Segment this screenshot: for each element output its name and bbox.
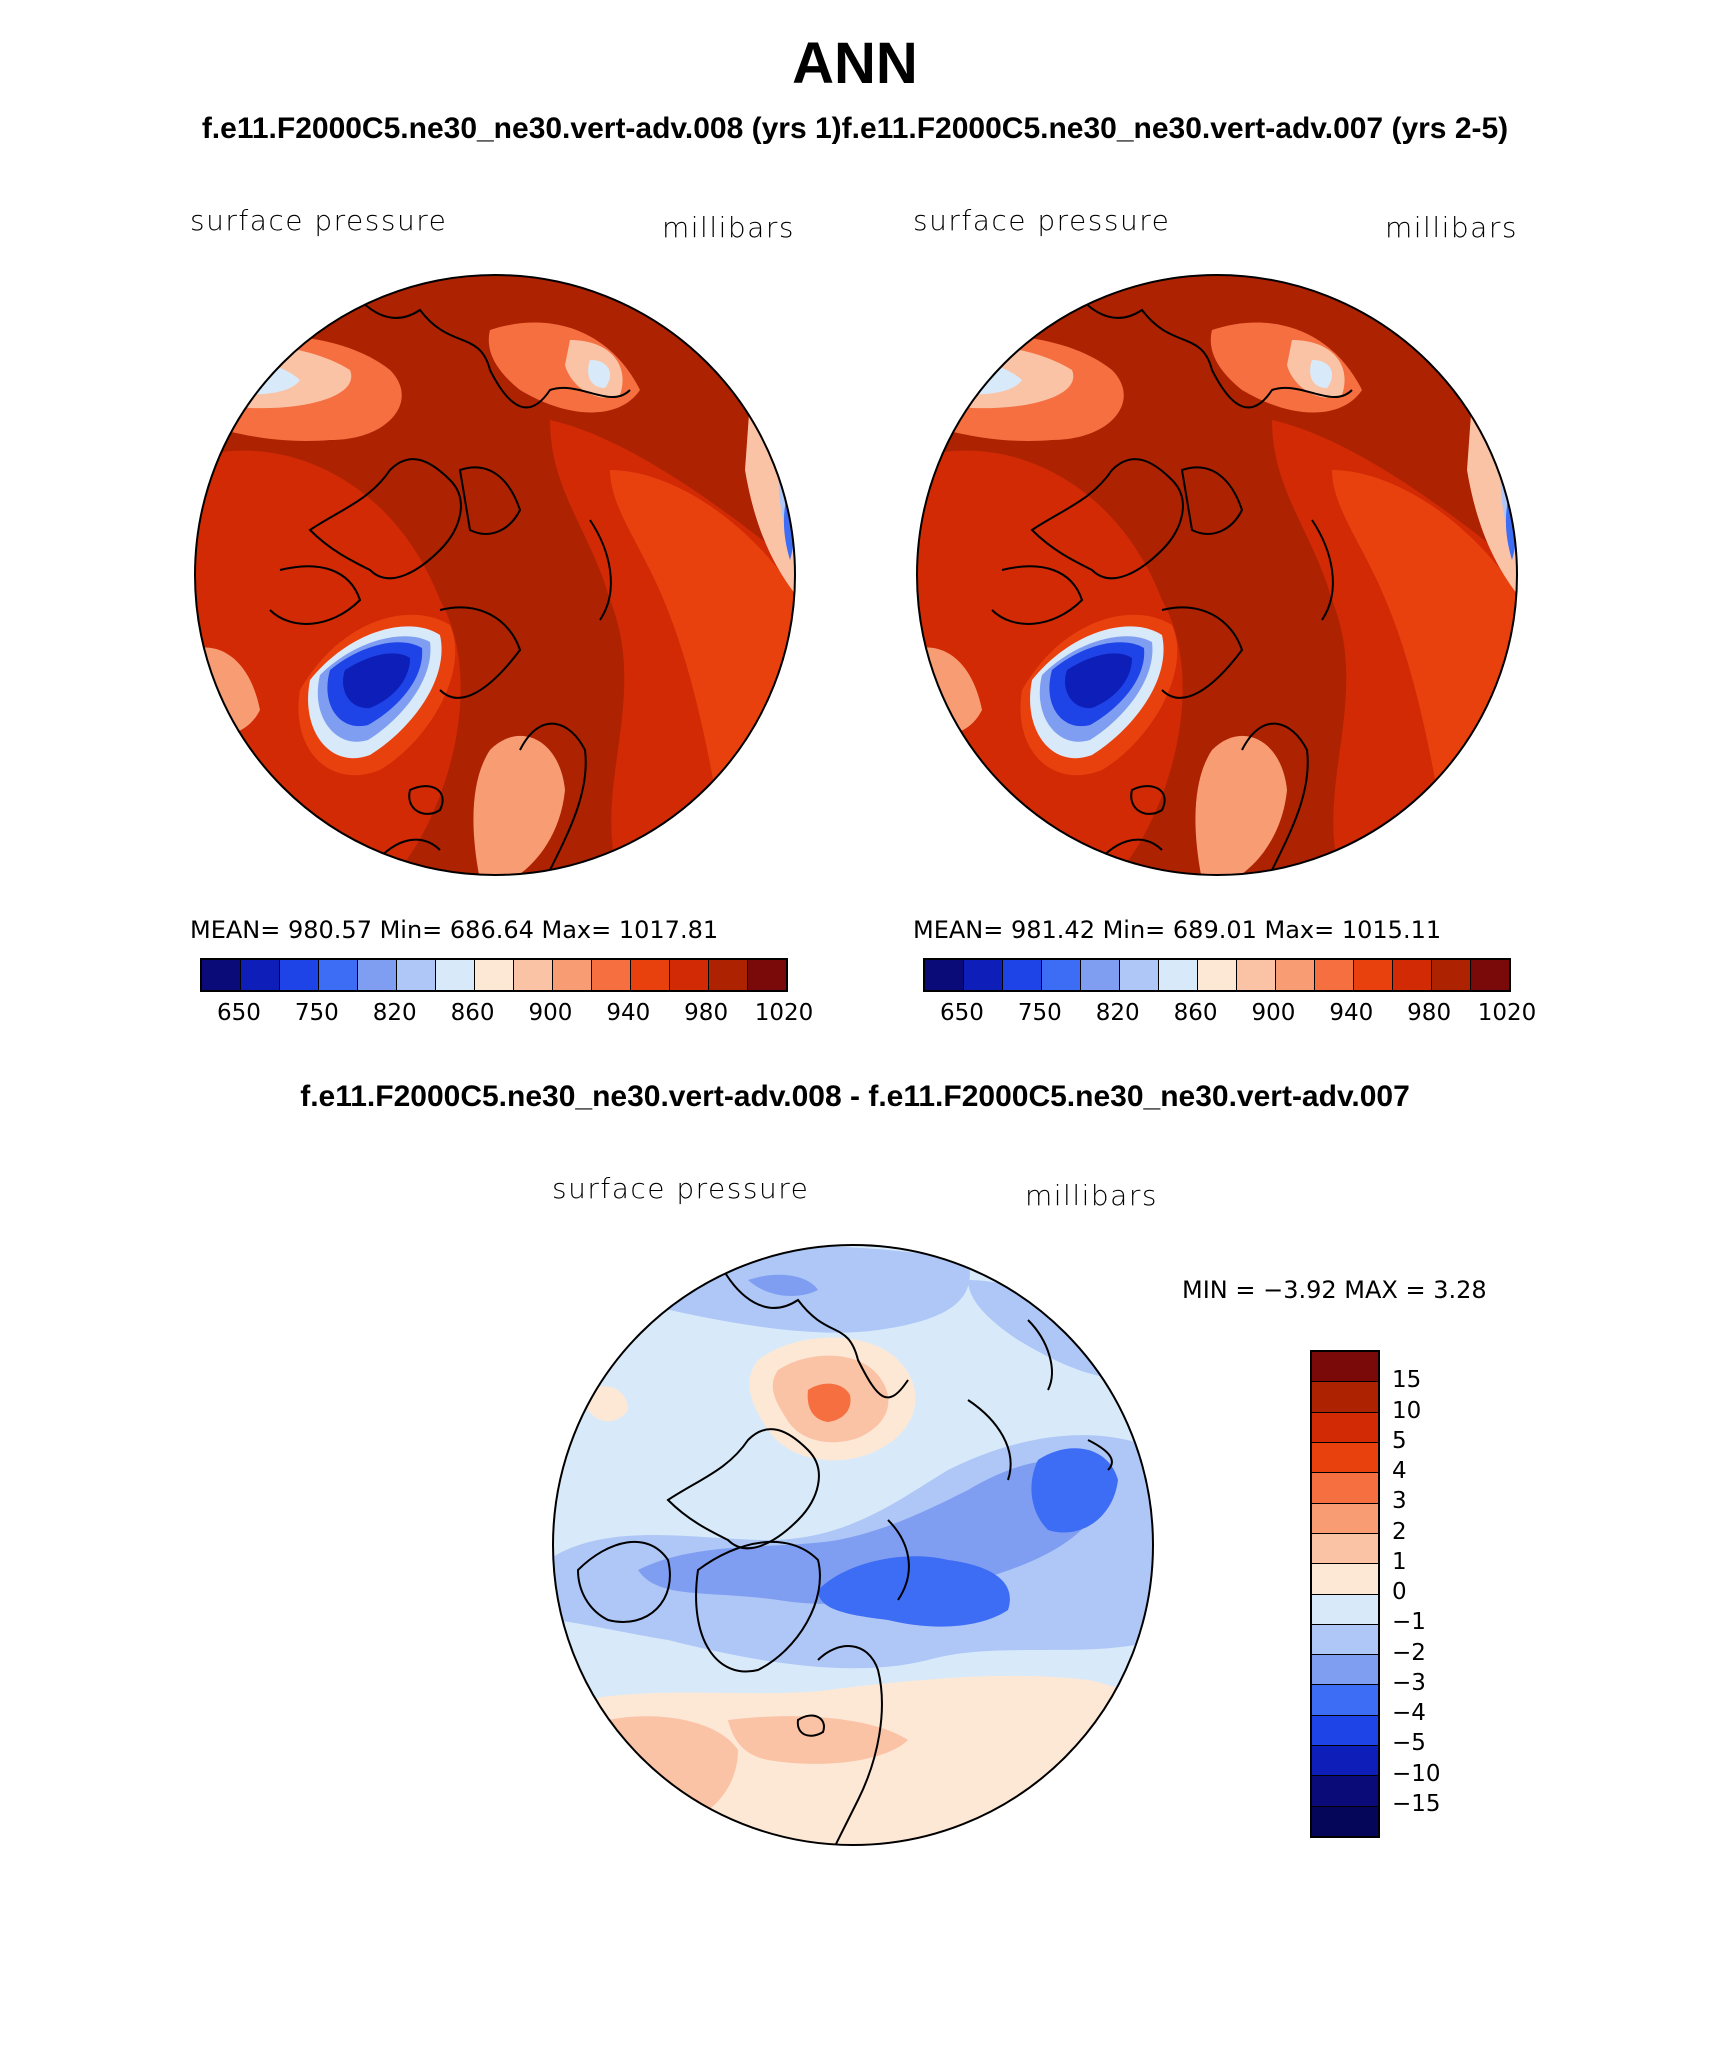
colorbar-tick-label: 3 xyxy=(1392,1488,1407,1515)
left-polar-map xyxy=(194,274,796,876)
colorbar-swatch xyxy=(1312,1776,1378,1807)
colorbar-swatch xyxy=(1312,1564,1378,1595)
colorbar-tick-label: 940 xyxy=(606,1000,651,1026)
right-polar-map xyxy=(916,274,1518,876)
colorbar-swatch xyxy=(241,960,280,990)
diff-stats: MIN = −3.92 MAX = 3.28 xyxy=(1182,1276,1487,1304)
colorbar-swatch xyxy=(1159,960,1198,990)
colorbar-swatch xyxy=(1312,1594,1378,1625)
colorbar-tick-label: 820 xyxy=(1095,1000,1140,1026)
colorbar-tick-label: 4 xyxy=(1392,1458,1407,1484)
colorbar-swatch xyxy=(1003,960,1042,990)
left-variable-label: surface pressure xyxy=(190,204,448,237)
colorbar-swatch xyxy=(1315,960,1354,990)
colorbar-swatch xyxy=(1312,1412,1378,1443)
colorbar-swatch xyxy=(1312,1382,1378,1413)
colorbar-swatch xyxy=(1312,1655,1378,1686)
colorbar-tick-label: 5 xyxy=(1392,1427,1407,1454)
colorbar-swatch xyxy=(1312,1624,1378,1656)
colorbar-tick-label: 750 xyxy=(294,1000,339,1026)
colorbar-swatch xyxy=(1237,960,1276,990)
colorbar-tick-label: 940 xyxy=(1329,1000,1374,1026)
colorbar-tick-label: 750 xyxy=(1017,1000,1062,1026)
colorbar-tick-label: 980 xyxy=(684,1000,729,1026)
right-colorbar xyxy=(923,958,1511,992)
colorbar-tick-label: 1 xyxy=(1392,1548,1407,1575)
colorbar-tick-label: 1020 xyxy=(1477,1000,1537,1026)
left-colorbar xyxy=(200,958,788,992)
left-colorbar-ticks: 650 750 820 860 900 940 980 1020 xyxy=(200,1000,813,1030)
colorbar-tick-label: 650 xyxy=(939,1000,984,1026)
colorbar-swatch xyxy=(1081,960,1120,990)
colorbar-tick-label: 650 xyxy=(216,1000,261,1026)
colorbar-tick-label: −10 xyxy=(1392,1760,1441,1787)
colorbar-tick-label: −3 xyxy=(1392,1669,1426,1696)
colorbar-swatch xyxy=(1471,960,1509,990)
page-title: ANN xyxy=(792,31,918,96)
colorbar-swatch xyxy=(592,960,631,990)
colorbar-swatch xyxy=(1393,960,1432,990)
colorbar-swatch xyxy=(358,960,397,990)
colorbar-swatch xyxy=(1042,960,1081,990)
colorbar-swatch xyxy=(1276,960,1315,990)
colorbar-tick-label: 820 xyxy=(372,1000,417,1026)
colorbar-tick-label: 900 xyxy=(528,1000,573,1026)
colorbar-tick-label: −15 xyxy=(1392,1790,1441,1817)
right-variable-label: surface pressure xyxy=(913,204,1171,237)
colorbar-swatch xyxy=(1312,1806,1378,1836)
colorbar-swatch xyxy=(202,960,241,990)
left-units-label: millibars xyxy=(662,211,795,244)
colorbar-swatch xyxy=(709,960,748,990)
diff-variable-label: surface pressure xyxy=(552,1172,810,1205)
colorbar-swatch xyxy=(1312,1473,1378,1504)
colorbar-tick-label: 860 xyxy=(1173,1000,1218,1026)
colorbar-swatch xyxy=(964,960,1003,990)
right-stats: MEAN= 981.42 Min= 689.01 Max= 1015.11 xyxy=(913,916,1442,944)
colorbar-swatch xyxy=(925,960,964,990)
colorbar-swatch xyxy=(1312,1746,1378,1777)
colorbar-tick-label: 15 xyxy=(1392,1367,1422,1394)
colorbar-swatch xyxy=(1354,960,1393,990)
difference-polar-map xyxy=(552,1244,1154,1846)
colorbar-swatch xyxy=(1432,960,1471,990)
colorbar-tick-label: 980 xyxy=(1407,1000,1452,1026)
colorbar-tick-label: 1020 xyxy=(754,1000,814,1026)
right-units-label: millibars xyxy=(1385,211,1518,244)
colorbar-swatch xyxy=(280,960,319,990)
colorbar-swatch xyxy=(1312,1715,1378,1747)
colorbar-swatch xyxy=(1198,960,1237,990)
colorbar-tick-label: 10 xyxy=(1392,1397,1422,1424)
colorbar-tick-label: 2 xyxy=(1392,1518,1407,1545)
colorbar-tick-label: −5 xyxy=(1392,1730,1426,1757)
colorbar-swatch xyxy=(1312,1352,1378,1383)
diff-colorbar-ticks: 15 10 5 4 3 2 1 0 −1 −2 −3 −4 −5 −10 −15 xyxy=(1392,1350,1472,1834)
case-titles: f.e11.F2000C5.ne30_ne30.vert-adv.008 (yr… xyxy=(201,112,1509,145)
left-stats: MEAN= 980.57 Min= 686.64 Max= 1017.81 xyxy=(190,916,719,944)
colorbar-swatch xyxy=(1312,1685,1378,1716)
colorbar-tick-label: −4 xyxy=(1392,1700,1426,1726)
colorbar-tick-label: 900 xyxy=(1251,1000,1296,1026)
colorbar-swatch xyxy=(1312,1442,1378,1474)
colorbar-swatch xyxy=(631,960,670,990)
right-colorbar-ticks: 650 750 820 860 900 940 980 1020 xyxy=(923,1000,1536,1030)
colorbar-tick-label: −1 xyxy=(1392,1609,1426,1636)
diff-units-label: millibars xyxy=(1025,1179,1158,1212)
colorbar-swatch xyxy=(553,960,592,990)
colorbar-swatch xyxy=(1312,1533,1378,1565)
difference-title: f.e11.F2000C5.ne30_ne30.vert-adv.008 - f… xyxy=(300,1080,1410,1113)
colorbar-tick-label: 0 xyxy=(1392,1579,1407,1605)
colorbar-swatch xyxy=(436,960,475,990)
colorbar-swatch xyxy=(748,960,786,990)
colorbar-swatch xyxy=(397,960,436,990)
diff-colorbar xyxy=(1310,1350,1380,1838)
colorbar-swatch xyxy=(514,960,553,990)
colorbar-swatch xyxy=(1312,1503,1378,1534)
colorbar-swatch xyxy=(319,960,358,990)
colorbar-swatch xyxy=(670,960,709,990)
colorbar-swatch xyxy=(475,960,514,990)
colorbar-tick-label: −2 xyxy=(1392,1639,1426,1666)
colorbar-tick-label: 860 xyxy=(450,1000,495,1026)
colorbar-swatch xyxy=(1120,960,1159,990)
